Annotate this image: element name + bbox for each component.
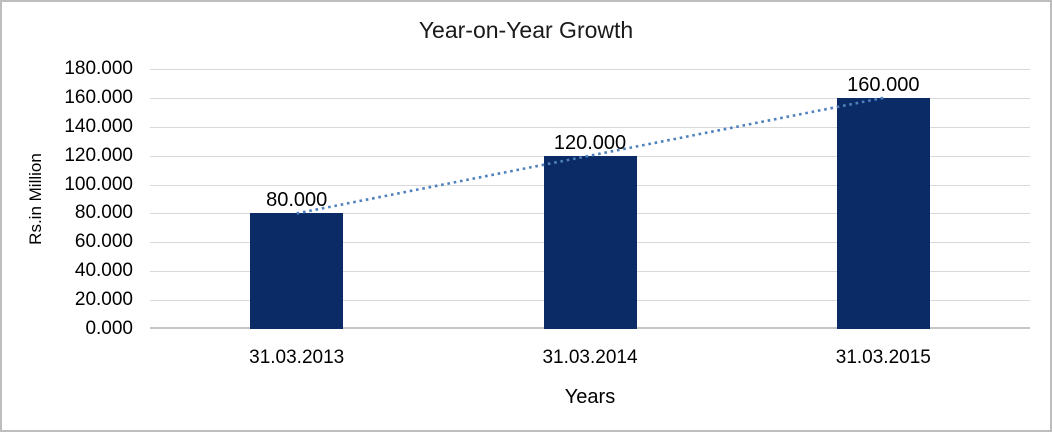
bar-value-label: 120.000 (553, 131, 627, 154)
x-axis-title: Years (564, 386, 616, 408)
y-tick-label: 180.000 (64, 58, 133, 79)
y-tick-label: 80.000 (74, 202, 133, 224)
y-tick-label: 120.000 (64, 144, 133, 166)
y-tick-label: 20.000 (74, 289, 133, 311)
bar (543, 155, 637, 329)
x-tick-label: 31.03.2015 (835, 347, 931, 368)
plot-area: 80.000 120.000 160.000 (150, 69, 1030, 329)
x-axis-tick-labels: 31.03.2013 31.03.2014 31.03.2015 (150, 347, 1030, 371)
y-tick-label: 160.000 (64, 86, 133, 108)
x-tick-label: 31.03.2014 (542, 347, 638, 368)
bar (836, 97, 930, 329)
bar-value-label: 160.000 (847, 73, 920, 96)
bar (250, 213, 344, 329)
y-tick-label: 40.000 (74, 260, 133, 282)
y-axis-tick-labels: 0.000 20.000 40.000 60.000 80.000 100.000 120.… (2, 58, 150, 339)
chart-title: Year-on-Year Growth (418, 17, 634, 43)
gridline (150, 69, 1030, 70)
y-tick-label: 60.000 (74, 231, 133, 253)
x-tick-label: 31.03.2013 (249, 347, 345, 368)
bar-value-label: 80.000 (266, 189, 328, 212)
y-tick-label: 0.000 (85, 318, 133, 339)
y-tick-label: 140.000 (64, 115, 133, 137)
y-tick-label: 100.000 (64, 173, 133, 195)
